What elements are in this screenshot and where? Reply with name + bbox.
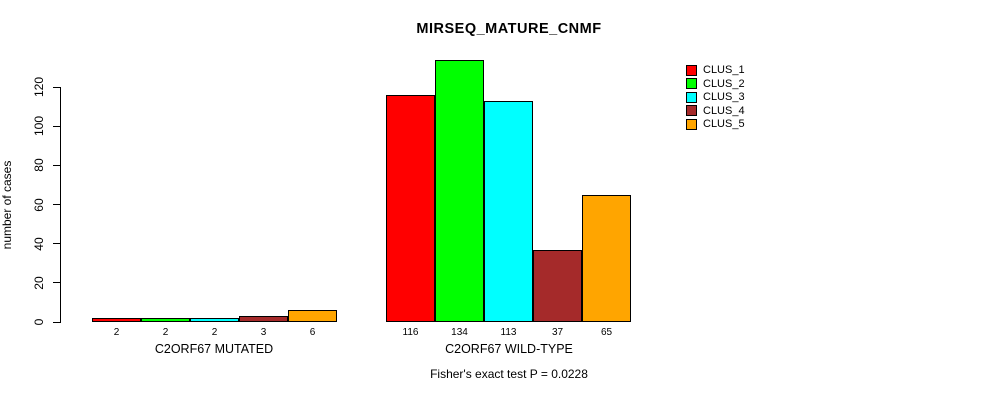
- bar-clus_1-group2: [386, 95, 435, 322]
- bar-value-label: 6: [309, 327, 316, 338]
- legend-swatch-icon: [686, 91, 697, 103]
- y-axis-tick: [53, 125, 60, 127]
- bar-clus_3-group2: [484, 101, 533, 322]
- bar-value-label: 37: [551, 327, 564, 338]
- legend-item-clus_4: CLUS_4: [686, 105, 745, 117]
- y-axis-tick: [53, 243, 60, 245]
- fisher-test-note: Fisher's exact test P = 0.0228: [430, 367, 588, 381]
- y-axis-line: [60, 87, 61, 323]
- bar-value-label: 113: [500, 327, 517, 338]
- legend-label: CLUS_2: [703, 77, 745, 90]
- legend-swatch-icon: [686, 118, 697, 130]
- legend-label: CLUS_1: [703, 64, 745, 76]
- bar-value-label: 2: [162, 327, 169, 338]
- y-axis-tick: [53, 164, 60, 166]
- y-axis-tick-label: 120: [32, 76, 46, 98]
- y-axis-tick: [53, 282, 60, 284]
- bar-clus_1-group1: [92, 318, 141, 322]
- y-axis-tick: [53, 204, 60, 205]
- legend-swatch-icon: [686, 64, 697, 76]
- y-axis-tick-label: 0: [32, 318, 46, 326]
- bar-clus_4-group1: [239, 316, 288, 322]
- group-label-mutated: C2ORF67 MUTATED: [154, 342, 274, 356]
- legend-item-clus_5: CLUS_5: [686, 118, 745, 130]
- y-axis-label: number of cases: [0, 160, 14, 250]
- bar-clus_2-group1: [141, 318, 190, 322]
- bar-value-label: 134: [451, 327, 468, 338]
- y-axis-tick: [53, 86, 60, 88]
- bar-clus_2-group2: [435, 60, 484, 322]
- legend-label: CLUS_4: [703, 104, 745, 117]
- y-axis-tick-label: 60: [32, 197, 46, 212]
- bar-value-label: 2: [113, 327, 120, 338]
- bar-clus_5-group1: [288, 310, 337, 322]
- chart-title: MIRSEQ_MATURE_CNMF: [416, 21, 602, 37]
- legend-item-clus_1: CLUS_1: [686, 64, 745, 76]
- legend-item-clus_2: CLUS_2: [686, 78, 745, 90]
- bar-clus_3-group1: [190, 318, 239, 322]
- legend-label: CLUS_5: [703, 118, 745, 130]
- legend-item-clus_3: CLUS_3: [686, 91, 745, 103]
- group-label-wildtype: C2ORF67 WILD-TYPE: [445, 342, 573, 356]
- bar-clus_4-group2: [533, 250, 582, 322]
- y-axis-tick-label: 100: [32, 116, 46, 137]
- y-axis-tick-label: 80: [32, 158, 46, 173]
- bar-value-label: 116: [402, 327, 419, 338]
- y-axis-tick-label: 20: [32, 276, 46, 290]
- legend-label: CLUS_3: [703, 91, 745, 103]
- bar-value-label: 65: [600, 327, 613, 338]
- bar-clus_5-group2: [582, 195, 631, 322]
- y-axis-tick-label: 40: [32, 236, 46, 251]
- legend-swatch-icon: [686, 105, 697, 116]
- bar-value-label: 3: [260, 327, 267, 338]
- bar-value-label: 2: [211, 327, 218, 338]
- y-axis-tick: [53, 321, 60, 323]
- legend-swatch-icon: [686, 78, 697, 89]
- legend: CLUS_1 CLUS_2 CLUS_3 CLUS_4 CLUS_5: [686, 64, 745, 132]
